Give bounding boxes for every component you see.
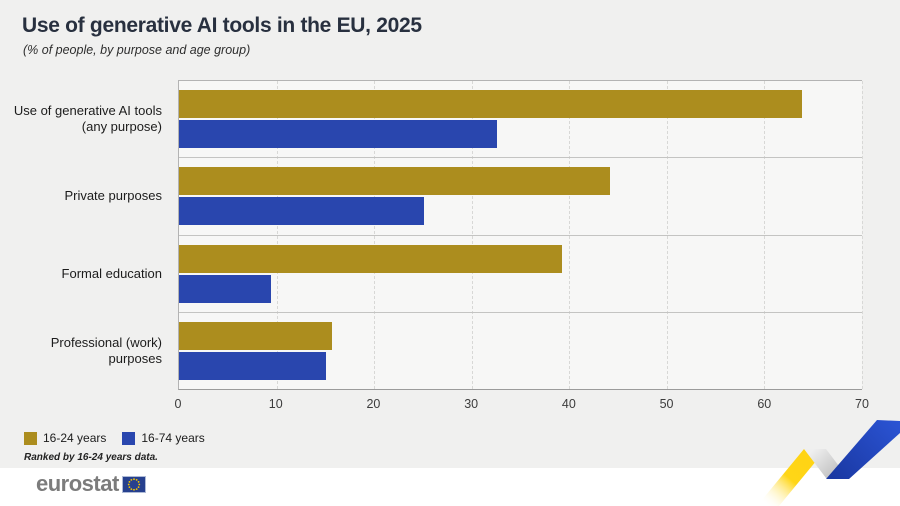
bar-16-24-years-row-1 [179,90,802,118]
x-axis-ticks: 0 10 20 30 40 50 60 70 [174,397,869,413]
legend-label-16-74-years: 16-74 years [141,431,205,445]
category-row [179,311,862,389]
eurostat-logo: eurostat [36,471,146,497]
legend-item-16-24-years: 16-24 years [24,431,106,445]
footer-band: eurostat [0,468,900,506]
bar-16-74-years-row-2 [179,197,424,226]
plot-area [178,80,863,390]
legend-swatch-16-74-years [122,431,136,445]
eu-flag-icon [121,475,146,493]
bar-16-74-years-row-4 [179,351,327,380]
category-label: Private purposes [64,188,162,204]
category-label: Professional (work) purposes [50,335,162,367]
x-tick-label-0: 0 [174,397,182,411]
chart-subtitle: (% of people, by purpose and age group) [23,43,251,57]
ribbon-yellow-segment [757,449,826,506]
legend-swatch-16-24-years [24,431,37,445]
x-tick-label-10: 10 [268,397,283,411]
bar-16-24-years-row-3 [179,244,563,273]
plot-rows [179,81,862,389]
x-tick-label-40: 40 [561,397,576,411]
category-label: Formal education [61,265,162,281]
eurostat-ribbon-graphic [757,420,900,506]
eu-stars [127,477,140,491]
bar-16-74-years-row-3 [179,274,271,303]
category-row [179,234,862,312]
legend: 16-24 years 16-74 years [24,431,205,445]
category-row [179,81,862,157]
bar-16-24-years-row-2 [179,167,611,196]
category-label: Use of generative AI tools (any purpose) [13,102,162,134]
gridline-70 [862,81,863,389]
category-row [179,157,862,234]
bar-16-74-years-row-1 [179,120,498,148]
eurostat-logo-text: eurostat [36,471,119,496]
chart-title: Use of generative AI tools in the EU, 20… [22,14,422,37]
x-tick-label-20: 20 [366,397,381,411]
legend-label-16-24-years: 16-24 years [43,431,107,445]
x-tick-label-70: 70 [855,397,869,411]
bar-16-24-years-row-4 [179,321,333,350]
x-tick-label-60: 60 [757,397,772,411]
chart-footnote: Ranked by 16-24 years data. [24,452,158,463]
category-labels: Use of generative AI tools (any purpose) P… [0,80,170,390]
legend-item-16-74-years: 16-74 years [122,431,205,445]
x-tick-label-50: 50 [659,397,674,411]
x-tick-label-30: 30 [464,397,479,411]
ribbon-blue-segment [826,420,900,479]
